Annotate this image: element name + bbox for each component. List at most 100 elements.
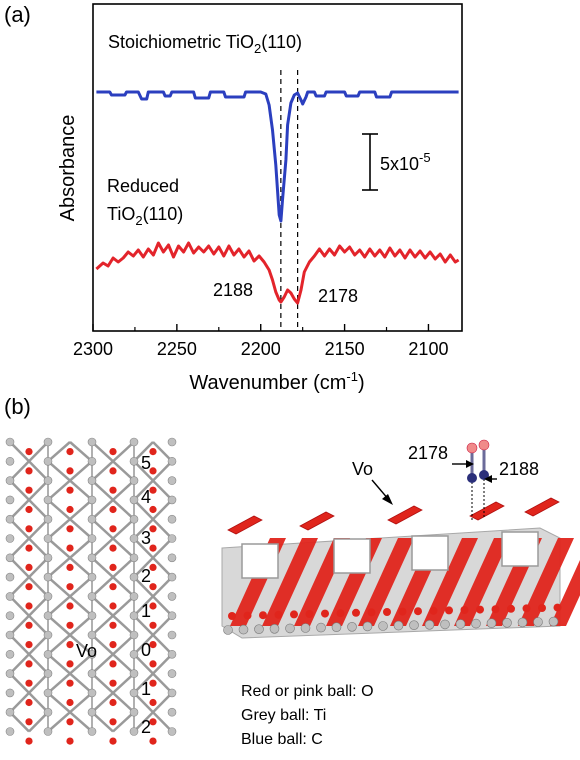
lattice-bond <box>112 653 135 675</box>
slab-ti-atom <box>424 619 435 630</box>
lattice-bond <box>91 479 114 501</box>
o-atom <box>109 525 117 533</box>
lattice-bond <box>91 518 114 540</box>
lattice-bond <box>112 614 135 636</box>
lattice-bond <box>47 460 71 482</box>
ti-atom <box>87 514 97 524</box>
o-atom <box>25 525 33 533</box>
lattice-bond <box>152 479 173 501</box>
lattice-bond <box>152 460 173 482</box>
vacancy-label-right: Vo <box>352 459 373 479</box>
lattice-bond <box>133 441 154 463</box>
lattice-bond <box>47 576 71 598</box>
o-atom <box>109 505 117 514</box>
lattice-bond <box>47 691 71 714</box>
lattice-bond <box>133 518 154 540</box>
ti-atom <box>129 495 139 505</box>
lattice-bond <box>133 672 154 694</box>
ti-atom <box>43 592 53 601</box>
lattice-bond <box>112 460 135 482</box>
lattice-bond <box>91 614 114 636</box>
slab-ti-atom <box>502 617 512 628</box>
lattice-bond <box>47 634 71 656</box>
o-atom <box>25 718 33 726</box>
o-atom <box>66 544 74 552</box>
o-atom <box>109 718 117 726</box>
spectrum-chart: 2300 2250 2200 2150 2100 Absorbance Wavenumb… <box>57 3 463 394</box>
o-atom <box>25 448 33 456</box>
lattice-bond <box>9 711 30 733</box>
ti-atom <box>167 707 177 717</box>
lattice-bond <box>9 537 30 559</box>
legend-titanium: Grey ball: Ti <box>241 707 326 724</box>
lattice-bond <box>28 576 49 598</box>
o-atom <box>25 641 33 649</box>
peak-label-2188: 2188 <box>213 280 253 300</box>
slab-o-atom <box>352 608 360 617</box>
lattice-bond <box>152 692 173 714</box>
co-arrows <box>452 460 497 483</box>
atom-legend: Red or pink ball: O Grey ball: Ti Blue b… <box>241 683 374 748</box>
o-atom <box>149 621 157 629</box>
slab-channel <box>411 535 449 571</box>
lattice-bond <box>112 498 135 521</box>
panel-b-label: (b) <box>4 394 31 419</box>
lattice-bond <box>152 441 173 463</box>
lattice-bond <box>91 672 114 694</box>
ti-atom <box>5 534 15 543</box>
lattice-bond <box>47 498 71 521</box>
ti-atom <box>43 630 53 640</box>
o-atom <box>25 679 33 687</box>
lattice-bond <box>91 537 114 559</box>
ti-atom <box>87 437 97 447</box>
lattice-bond <box>133 499 154 521</box>
slab-oxygen-stripe <box>358 538 414 626</box>
lattice-bonds <box>9 441 173 733</box>
o-atom <box>66 660 74 668</box>
slab-o-atom <box>414 607 422 616</box>
ti-atom <box>5 495 15 505</box>
spectra-lines <box>95 90 460 305</box>
slab-ti-atom <box>440 619 450 630</box>
ti-atom <box>5 476 15 485</box>
slab-ti-atom <box>300 623 311 633</box>
lattice-bond <box>69 556 93 579</box>
lattice-bond <box>152 537 173 559</box>
slab-ti-atom <box>548 616 559 627</box>
ti-atom <box>43 688 53 698</box>
lattice-bond <box>69 672 93 694</box>
ti-atom <box>167 476 177 485</box>
slab-channel <box>333 538 371 574</box>
lattice-bond <box>9 595 30 617</box>
o-atom <box>149 486 157 494</box>
o-atom <box>149 563 157 572</box>
lattice-bond <box>133 556 154 578</box>
ti-atom <box>129 592 139 601</box>
lattice-bond <box>9 441 30 463</box>
slab-bridging-o-row <box>524 497 560 517</box>
series2-label-end: (110) <box>143 204 184 224</box>
ti-atom <box>167 630 177 640</box>
series2-label-line1: Reduced <box>107 176 179 196</box>
o-atom <box>66 602 74 610</box>
slab-ti-atom <box>223 625 233 635</box>
o-atom <box>109 563 117 572</box>
ti-atom <box>87 707 97 717</box>
slab-ti-atom <box>331 622 342 633</box>
slab-o-atom <box>274 610 283 619</box>
o-atom <box>109 486 117 494</box>
lattice-bond <box>69 460 93 482</box>
ti-atom <box>5 630 15 640</box>
o-atom <box>66 448 74 456</box>
slab-o-atom <box>243 611 252 620</box>
lattice-bond <box>47 595 71 617</box>
o-atom <box>149 583 157 591</box>
ti-atom <box>5 707 15 717</box>
ti-atom <box>43 514 53 524</box>
lattice-bond <box>152 672 173 694</box>
ti-atom <box>43 476 53 485</box>
slab-o-atom <box>522 604 531 613</box>
slab-o-atom <box>538 604 546 612</box>
slab-ti-atom <box>238 624 249 635</box>
lattice-bond <box>133 576 154 598</box>
